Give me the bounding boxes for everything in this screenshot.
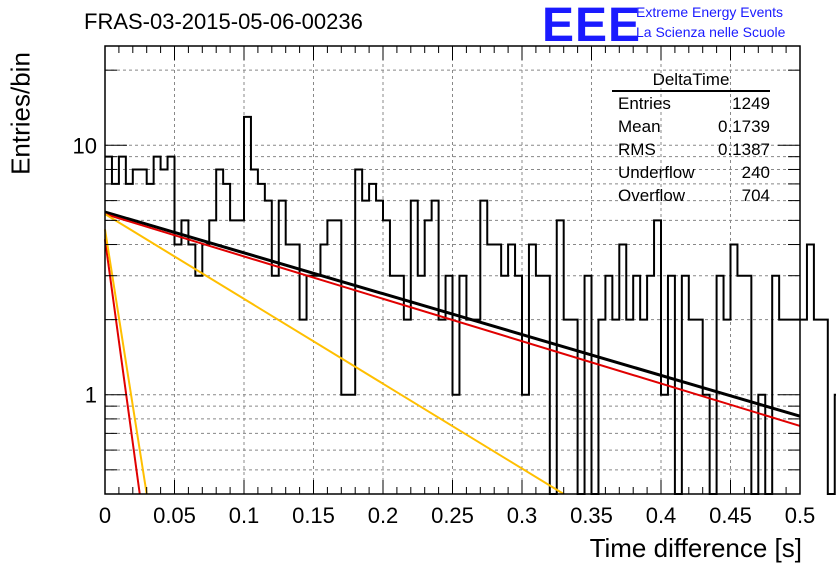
stats-value: 1249 <box>732 94 770 113</box>
x-tick-label: 0.25 <box>431 503 474 528</box>
x-tick-label: 0.35 <box>570 503 613 528</box>
logo-line-1: Extreme Energy Events <box>636 4 784 20</box>
fit-curve-3 <box>104 229 148 495</box>
x-tick-label: 0.45 <box>709 503 752 528</box>
axis-ticks <box>104 46 801 495</box>
logo-line-2: La Scienza nelle Scuole <box>636 24 786 40</box>
stats-label: Mean <box>618 117 661 136</box>
x-tick-label: 0 <box>99 503 111 528</box>
x-tick-label: 0.05 <box>153 503 196 528</box>
stats-label: Underflow <box>618 163 695 182</box>
eee-logo: EEE <box>542 0 642 52</box>
stats-title: DeltaTime <box>612 70 770 92</box>
fit-curve-0 <box>104 210 801 418</box>
stats-box: DeltaTime Entries 1249 Mean 0.1739 RMS 0.13… <box>612 70 776 207</box>
histogram <box>105 115 836 495</box>
stats-value: 0.1387 <box>718 140 770 159</box>
x-tick-label: 0.5 <box>785 503 816 528</box>
x-tick-labels: 0 0.05 0.1 0.15 0.2 0.25 0.3 0.35 0.4 0.45 0.5 <box>99 503 815 528</box>
x-tick-label: 0.4 <box>646 503 677 528</box>
fit-curve-2 <box>104 239 141 495</box>
x-axis-label: Time difference [s] <box>589 533 802 563</box>
x-tick-label: 0.3 <box>507 503 538 528</box>
stats-label: RMS <box>618 140 656 159</box>
x-tick-label: 0.2 <box>368 503 399 528</box>
stats-row: Overflow 704 <box>612 184 776 207</box>
stats-row: Entries 1249 <box>612 92 776 115</box>
stats-row: RMS 0.1387 <box>612 138 776 161</box>
stats-row: Underflow 240 <box>612 161 776 184</box>
stats-value: 0.1739 <box>718 117 770 136</box>
stats-label: Overflow <box>618 186 686 205</box>
fit-curve-1 <box>104 213 801 427</box>
x-tick-label: 0.15 <box>292 503 335 528</box>
y-axis-label: Entries/bin <box>5 52 36 175</box>
stats-row: Mean 0.1739 <box>612 115 776 138</box>
stats-value: 704 <box>741 186 770 205</box>
fit-curves <box>104 210 801 495</box>
stats-label: Entries <box>618 94 671 113</box>
y-tick-label: 1 <box>85 383 97 408</box>
stats-value: 240 <box>741 163 770 182</box>
y-tick-labels: 1 10 <box>73 133 97 407</box>
y-tick-label: 10 <box>73 133 97 158</box>
fit-curve-4 <box>104 213 565 495</box>
x-tick-label: 0.1 <box>229 503 260 528</box>
chart-title: FRAS-03-2015-05-06-00236 <box>84 9 363 34</box>
histogram-steps <box>105 115 836 495</box>
